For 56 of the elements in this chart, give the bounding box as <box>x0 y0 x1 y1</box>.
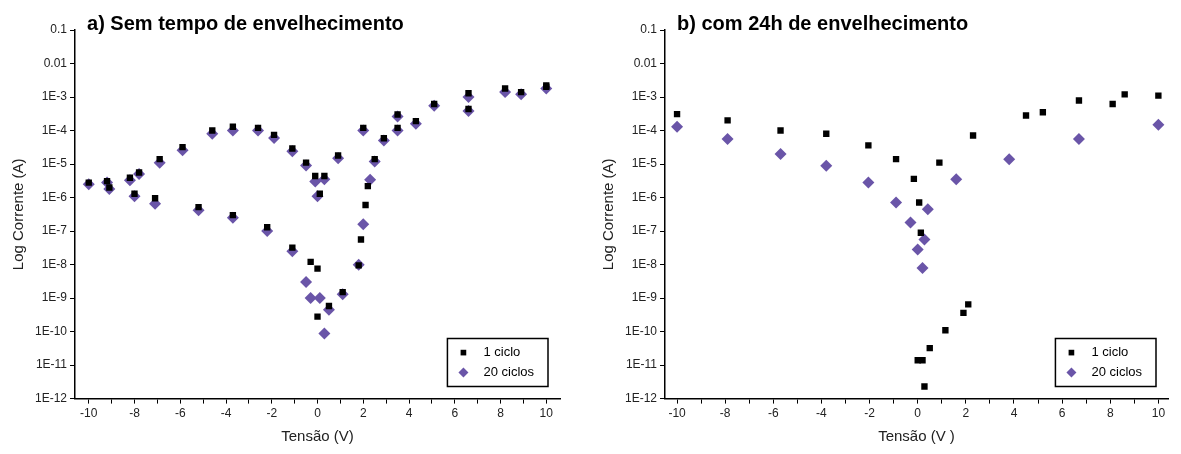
y-axis-title: Log Corrente (A) <box>9 158 27 271</box>
y-tick-label: 1E-4 <box>631 122 658 137</box>
y-axis-title: Log Corrente (A) <box>599 158 617 271</box>
x-tick-label: 6 <box>451 406 459 421</box>
x-tick-label: 0 <box>914 406 922 421</box>
y-tick-label: 1E-3 <box>41 89 68 104</box>
y-tick-label: 1E-3 <box>631 89 658 104</box>
x-tick-label: -6 <box>174 406 186 421</box>
y-tick-label: 1E-6 <box>41 189 68 204</box>
y-tick-label: 0.1 <box>50 22 68 37</box>
x-tick-label: -8 <box>719 406 731 421</box>
y-tick-label: 1E-5 <box>631 156 658 171</box>
x-tick-label: -10 <box>80 406 98 421</box>
x-tick-label: 8 <box>497 406 505 421</box>
x-tick-label: 10 <box>539 406 554 421</box>
y-tick-label: 0.01 <box>43 55 68 70</box>
x-axis-title: Tensão (V) <box>281 427 354 445</box>
x-tick-label: 6 <box>1058 406 1066 421</box>
x-tick-label: -10 <box>668 406 687 421</box>
legend-label: 1 ciclo <box>1091 344 1129 360</box>
chart-title: b) com 24h de envelhecimento <box>677 11 969 34</box>
y-tick-label: 1E-9 <box>41 290 68 305</box>
chart-title: a) Sem tempo de envelhecimento <box>87 11 404 34</box>
y-tick-label: 1E-11 <box>35 357 68 372</box>
y-tick-label: 1E-10 <box>624 323 658 338</box>
x-tick-label: -2 <box>864 406 876 421</box>
x-tick-label: -2 <box>266 406 278 421</box>
y-tick-label: 1E-8 <box>631 256 658 271</box>
x-tick-label: 4 <box>405 406 413 421</box>
y-tick-label: 1E-4 <box>41 122 68 137</box>
legend-label: 20 ciclos <box>483 364 535 380</box>
y-tick-label: 1E-6 <box>631 189 658 204</box>
x-tick-label: -8 <box>129 406 141 421</box>
x-tick-label: -4 <box>220 406 232 421</box>
y-tick-label: 1E-7 <box>41 223 68 238</box>
y-tick-label: 1E-8 <box>41 256 68 271</box>
y-tick-label: 1E-11 <box>625 357 658 372</box>
y-tick-label: 1E-5 <box>41 156 68 171</box>
x-tick-label: 10 <box>1151 406 1166 421</box>
y-tick-label: 1E-12 <box>34 390 68 405</box>
y-tick-label: 1E-10 <box>34 323 68 338</box>
x-axis-title: Tensão (V ) <box>878 427 955 445</box>
y-tick-label: 1E-9 <box>631 290 658 305</box>
x-tick-label: 8 <box>1106 406 1114 421</box>
x-tick-label: 4 <box>1010 406 1018 421</box>
y-tick-label: 1E-12 <box>624 390 658 405</box>
y-tick-label: 0.01 <box>633 55 658 70</box>
legend-label: 20 ciclos <box>1091 364 1143 380</box>
x-tick-label: 2 <box>359 406 367 421</box>
legend-label: 1 ciclo <box>483 344 521 360</box>
x-tick-label: 2 <box>962 406 970 421</box>
x-tick-label: -4 <box>816 406 828 421</box>
y-tick-label: 0.1 <box>640 22 658 37</box>
y-tick-label: 1E-7 <box>631 223 658 238</box>
x-tick-label: 0 <box>314 406 322 421</box>
x-tick-label: -6 <box>767 406 779 421</box>
